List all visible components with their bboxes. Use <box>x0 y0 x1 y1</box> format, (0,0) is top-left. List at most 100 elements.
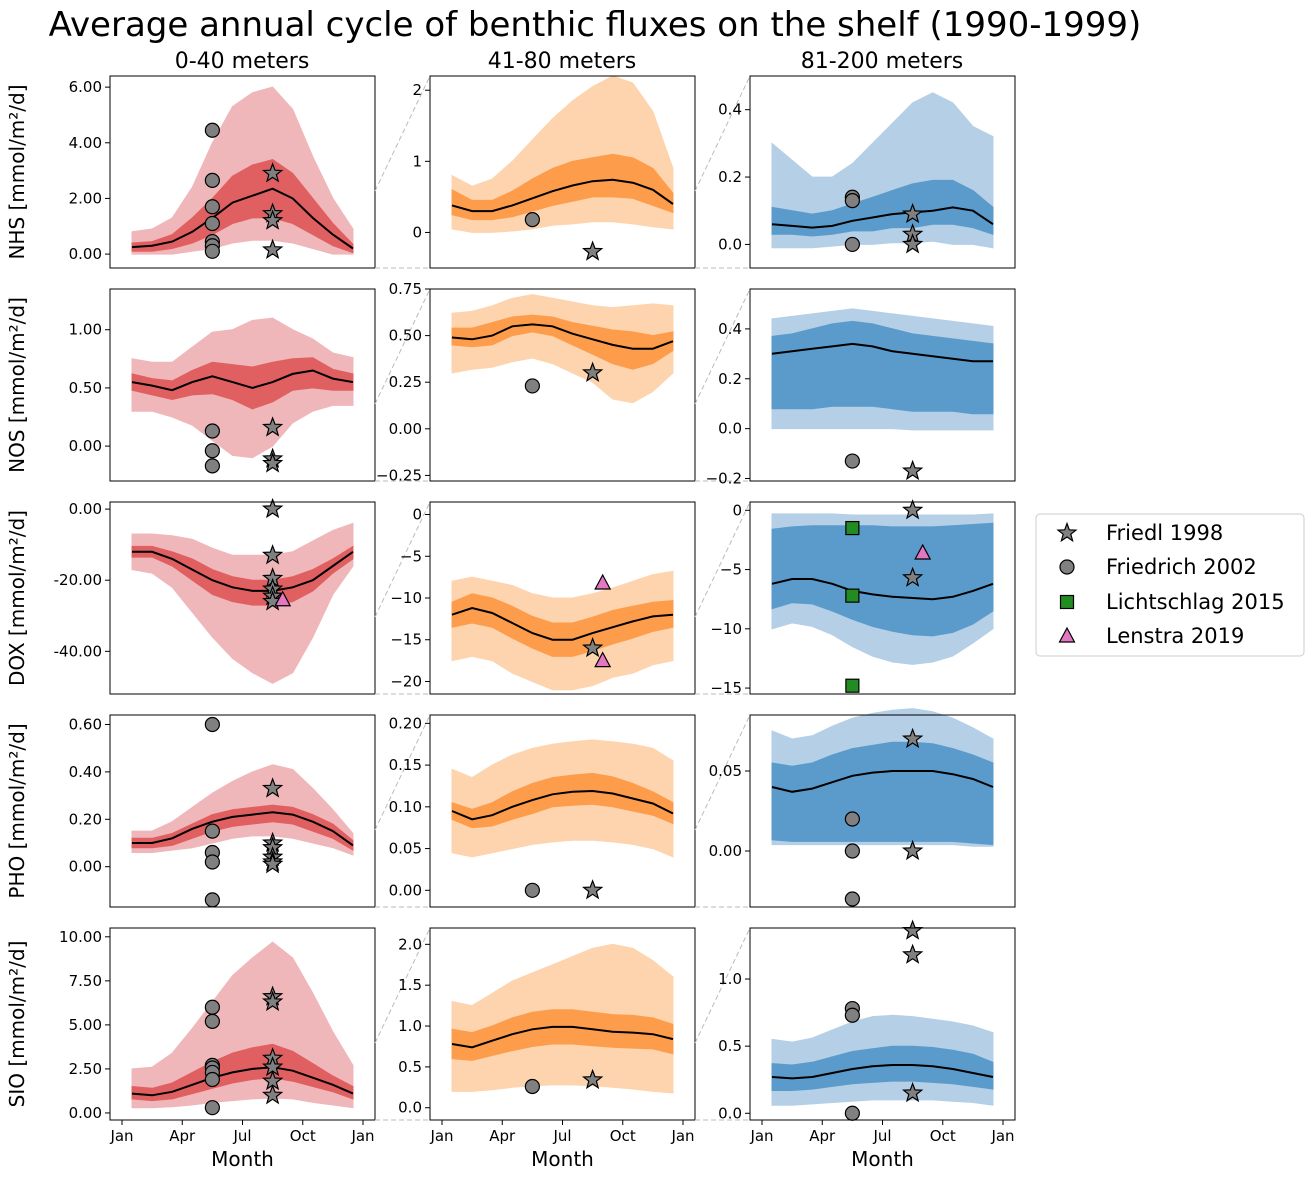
obs-friedl-1998-star <box>261 209 284 230</box>
panel-nos-0: 0.00 0.50 1.00 <box>69 288 431 482</box>
obs-friedrich-2002-circle <box>524 378 540 394</box>
obs-friedl-1998-star <box>901 839 924 861</box>
obs-friedrich-2002-circle <box>204 423 220 439</box>
panels: NHS [mmol/m²/d] 0.002.004.006.000120.00.2… <box>5 75 1016 1171</box>
y-tick-label: 7.50 <box>69 972 102 990</box>
y-tick-label: −15 <box>390 631 422 649</box>
median-line <box>451 178 674 213</box>
panel-nhs-2: 0.0 0.2 0.4 <box>718 75 1016 269</box>
y-tick-label: 0.50 <box>389 327 422 345</box>
obs-friedl-1998-star <box>581 879 604 900</box>
median-line <box>771 1064 994 1080</box>
y-tick-label: 0 <box>412 506 422 524</box>
x-tick-label: Jul <box>872 1127 891 1145</box>
y-tick-label: 0.4 <box>718 320 742 338</box>
y-tick-label: 1.5 <box>398 976 422 994</box>
obs-friedl-1998-star <box>901 459 924 481</box>
legend: Friedl 1998 Friedrich 2002 Lichtschlag 2… <box>1035 513 1305 657</box>
band-inner <box>771 741 994 846</box>
axes-frame <box>109 75 376 269</box>
y-tick-label: 5.00 <box>69 1016 102 1034</box>
zoom-connector <box>694 288 751 405</box>
y-tick-label: 0.50 <box>69 379 102 397</box>
legend-items <box>1056 521 1078 643</box>
legend-label-friedl-1998: Friedl 1998 <box>1106 521 1223 545</box>
y-tick-label: 0.2 <box>718 168 742 186</box>
legend-label-lenstra-2019: Lenstra 2019 <box>1106 624 1244 648</box>
obs-friedl-1998-star <box>261 1084 284 1105</box>
y-tick-label: 0.00 <box>389 420 422 438</box>
obs-friedrich-2002-circle <box>844 453 860 469</box>
axes-frame <box>749 501 1016 695</box>
obs-friedrich-2002-circle <box>204 443 220 459</box>
y-tick-label: 0.15 <box>389 756 422 774</box>
obs-lenstra-2019-triangle <box>594 651 612 668</box>
chart-title: Average annual cycle of benthic fluxes o… <box>49 5 1142 45</box>
obs-friedl-1998-star <box>901 919 924 940</box>
x-axis-label: Month <box>211 1147 274 1171</box>
obs-friedrich-2002-circle <box>204 892 220 908</box>
x-tick-label: Jan <box>670 1127 694 1145</box>
median-line <box>131 1066 354 1097</box>
panel-dox-0: 0.00 -20.00 -40.00 <box>54 497 431 695</box>
x-tick-label: Oct <box>290 1127 316 1145</box>
obs-friedl-1998-star <box>261 497 284 519</box>
y-tick-label: 0.5 <box>398 1058 422 1076</box>
axes-frame <box>749 75 1016 269</box>
obs-friedl-1998-star <box>581 1068 604 1090</box>
axes-frame <box>429 75 696 269</box>
y-tick-label: 0.00 <box>69 245 102 263</box>
band-inner <box>451 772 674 829</box>
y-tick-label: 0.5 <box>718 1037 742 1055</box>
panel-sio-0: 0.00 2.50 5.00 7.50 10.00 Jan Apr Jul Oct Jan Mont… <box>59 927 431 1171</box>
median-line <box>132 550 354 592</box>
obs-friedl-1998-star <box>261 452 284 473</box>
obs-friedrich-2002-circle <box>844 891 860 907</box>
y-tick-label: 0.00 <box>69 858 102 876</box>
legend-marker-lenstra-2019-triangle <box>1058 626 1076 643</box>
y-tick-label: 1.00 <box>69 321 102 339</box>
obs-friedrich-2002-circle <box>204 215 220 232</box>
y-tick-label: 0.20 <box>389 714 422 732</box>
obs-friedrich-2002-circle <box>204 243 220 259</box>
zoom-connector <box>694 501 751 618</box>
obs-friedrich-2002-circle <box>204 999 220 1015</box>
y-tick-label: 0.00 <box>69 437 102 455</box>
y-tick-label: 10.00 <box>59 928 102 946</box>
y-tick-label: 0.40 <box>69 763 102 781</box>
y-tick-label: 0.0 <box>718 1104 742 1122</box>
y-tick-label: 1.0 <box>718 970 742 988</box>
legend-marker-friedrich-2002-circle <box>1059 559 1075 575</box>
y-tick-label: 0.75 <box>389 280 422 298</box>
y-tick-label: 0.0 <box>718 235 742 253</box>
x-tick-label: Jul <box>232 1127 251 1145</box>
axes-frame <box>429 288 696 482</box>
band-inner <box>771 320 994 415</box>
obs-friedrich-2002-circle <box>524 882 540 898</box>
median-line <box>771 578 994 601</box>
x-tick-label: Jan <box>749 1127 773 1145</box>
zoom-connector <box>694 75 751 192</box>
obs-lichtschlag-2015-square <box>845 588 860 603</box>
median-line <box>451 789 674 821</box>
legend-marker-lichtschlag-2015-square <box>1059 594 1075 610</box>
y-tick-label: 2.00 <box>69 189 102 207</box>
obs-friedl-1998-star <box>261 990 284 1012</box>
x-tick-label: Jan <box>990 1127 1014 1145</box>
panel-sio-1: 0.0 0.5 1.0 1.5 2.0 Jan Apr Jul Oct Jan Month <box>398 927 751 1171</box>
obs-friedl-1998-star <box>581 240 604 261</box>
y-tick-label: 0.0 <box>398 1099 422 1117</box>
band-inner <box>451 593 674 657</box>
y-tick-label: 0.4 <box>718 101 742 119</box>
obs-friedrich-2002-circle <box>204 1013 220 1029</box>
obs-friedrich-2002-circle <box>524 212 540 228</box>
panel-nhs-0: 0.00 2.00 4.00 6.00 <box>69 75 431 269</box>
x-tick-label: Jan <box>429 1127 453 1145</box>
y-tick-label: 0.05 <box>389 840 422 858</box>
y-tick-label: 0 <box>412 223 422 241</box>
x-tick-label: Jul <box>552 1127 571 1145</box>
obs-friedl-1998-star <box>901 727 924 749</box>
ylabel-nhs: NHS [mmol/m²/d] <box>5 84 29 259</box>
zoom-connector <box>694 714 751 831</box>
